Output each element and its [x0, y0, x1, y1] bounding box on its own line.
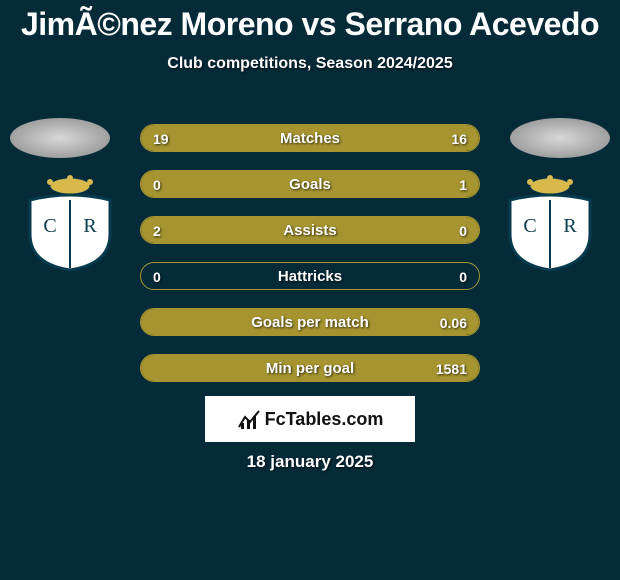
stat-value-right: 1	[459, 171, 467, 198]
page-subtitle: Club competitions, Season 2024/2025	[0, 55, 620, 73]
stat-label: Matches	[280, 125, 340, 152]
stat-value-left: 19	[153, 125, 169, 152]
stat-row: 2 0 Assists	[140, 216, 480, 244]
stat-label: Assists	[283, 217, 336, 244]
svg-text:R: R	[563, 215, 577, 237]
stat-label: Hattricks	[278, 263, 342, 290]
stat-row: 0 0 Hattricks	[140, 262, 480, 290]
stat-value-left: 2	[153, 217, 161, 244]
stat-label: Goals	[289, 171, 331, 198]
stat-label: Goals per match	[251, 309, 369, 336]
stat-label: Min per goal	[266, 355, 354, 382]
player-avatar-right	[510, 118, 610, 158]
svg-text:C: C	[523, 215, 536, 237]
stat-value-right: 0.06	[440, 309, 467, 336]
stat-value-right: 1581	[436, 355, 467, 382]
stat-value-left: 0	[153, 171, 161, 198]
stat-row: 19 16 Matches	[140, 124, 480, 152]
stat-row: 1581 Min per goal	[140, 354, 480, 382]
stats-container: 19 16 Matches 0 1 Goals 2 0 Assists 0 0 Hattricks 0.…	[140, 124, 480, 400]
club-crest-right: C R	[500, 172, 600, 272]
date-label: 18 january 2025	[0, 452, 620, 472]
stat-value-right: 0	[459, 263, 467, 290]
stat-value-right: 0	[459, 217, 467, 244]
stat-value-left: 0	[153, 263, 161, 290]
brand-badge: FcTables.com	[205, 396, 415, 442]
svg-text:R: R	[83, 215, 97, 237]
brand-chart-icon	[237, 407, 261, 431]
brand-label: FcTables.com	[265, 409, 384, 430]
svg-text:C: C	[43, 215, 56, 237]
club-crest-left: C R	[20, 172, 120, 272]
stat-row: 0.06 Goals per match	[140, 308, 480, 336]
player-avatar-left	[10, 118, 110, 158]
page-title: JimÃ©nez Moreno vs Serrano Acevedo	[0, 0, 620, 43]
stat-value-right: 16	[451, 125, 467, 152]
stat-row: 0 1 Goals	[140, 170, 480, 198]
